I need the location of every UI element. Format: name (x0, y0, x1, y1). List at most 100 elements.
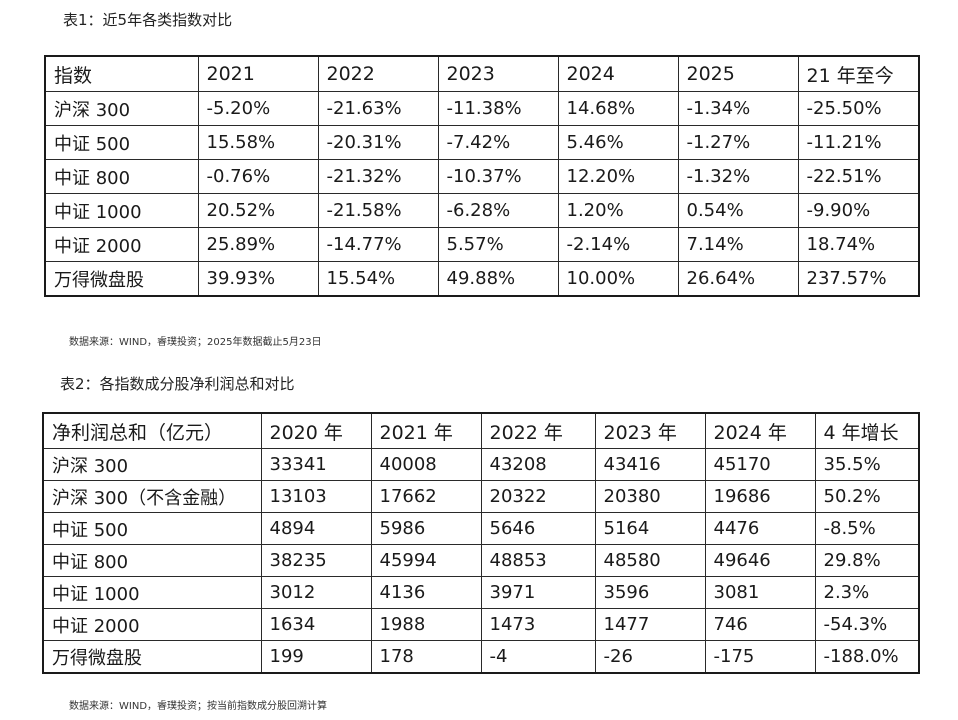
table-cell: 1988 (370, 608, 482, 641)
table-cell: 20322 (480, 480, 596, 513)
table-row: 中证 1000 3012 4136 3971 3596 3081 2.3% (42, 576, 920, 609)
column-header: 2023 (437, 55, 559, 92)
table-cell: 29.8% (814, 544, 920, 577)
table-cell: 20380 (594, 480, 706, 513)
row-label-cell: 沪深 300 (42, 448, 262, 481)
column-header: 2024 年 (704, 412, 816, 449)
row-label-cell: 中证 1000 (42, 576, 262, 609)
table-cell: -7.42% (437, 125, 559, 160)
table-cell: 4136 (370, 576, 482, 609)
table-cell: -4 (480, 640, 596, 674)
table-cell: 14.68% (557, 91, 679, 126)
table-cell: 33341 (260, 448, 372, 481)
table-cell: -20.31% (317, 125, 439, 160)
table-row: 万得微盘股 199 178 -4 -26 -175 -188.0% (42, 640, 920, 674)
column-header: 指数 (44, 55, 199, 92)
table-cell: 39.93% (197, 261, 319, 297)
table-row: 沪深 300 33341 40008 43208 43416 45170 35.5% (42, 448, 920, 481)
table-cell: 50.2% (814, 480, 920, 513)
table-cell: 45170 (704, 448, 816, 481)
table-row: 中证 800 38235 45994 48853 48580 49646 29.8% (42, 544, 920, 577)
table2-source-note: 数据来源：WIND，睿璞投资；按当前指数成分股回溯计算 (69, 701, 328, 712)
table-row: 中证 2000 1634 1988 1473 1477 746 -54.3% (42, 608, 920, 641)
row-label-cell: 沪深 300（不含金融） (42, 480, 262, 513)
table-cell: 12.20% (557, 159, 679, 194)
table-cell: 237.57% (797, 261, 920, 297)
table-row: 沪深 300 -5.20% -21.63% -11.38% 14.68% -1.34% -2… (44, 91, 920, 126)
column-header: 2020 年 (260, 412, 372, 449)
row-label-cell: 万得微盘股 (42, 640, 262, 674)
table-cell: -175 (704, 640, 816, 674)
table-cell: 25.89% (197, 227, 319, 262)
table-cell: 26.64% (677, 261, 799, 297)
table-cell: 15.54% (317, 261, 439, 297)
table-cell: 49.88% (437, 261, 559, 297)
table-cell: 178 (370, 640, 482, 674)
table-cell: 5.46% (557, 125, 679, 160)
table-row: 中证 1000 20.52% -21.58% -6.28% 1.20% 0.54% -9.9… (44, 193, 920, 228)
table-cell: 3971 (480, 576, 596, 609)
table-header-row: 指数 2021 2022 2023 2024 2025 21 年至今 (44, 55, 920, 92)
table-cell: 5164 (594, 512, 706, 545)
table-cell: 3596 (594, 576, 706, 609)
row-label-cell: 中证 2000 (44, 227, 199, 262)
table-cell: -10.37% (437, 159, 559, 194)
table-cell: -5.20% (197, 91, 319, 126)
table-cell: 2.3% (814, 576, 920, 609)
table-cell: 20.52% (197, 193, 319, 228)
table-cell: -6.28% (437, 193, 559, 228)
table-row: 中证 500 15.58% -20.31% -7.42% 5.46% -1.27% -11.… (44, 125, 920, 160)
table-row: 万得微盘股 39.93% 15.54% 49.88% 10.00% 26.64% 237.5… (44, 261, 920, 297)
column-header: 2022 (317, 55, 439, 92)
table-cell: 13103 (260, 480, 372, 513)
table-cell: 4476 (704, 512, 816, 545)
table-cell: -9.90% (797, 193, 920, 228)
table-cell: 7.14% (677, 227, 799, 262)
table-cell: -188.0% (814, 640, 920, 674)
table-cell: -1.32% (677, 159, 799, 194)
table-cell: -25.50% (797, 91, 920, 126)
table-cell: 3012 (260, 576, 372, 609)
column-header: 2023 年 (594, 412, 706, 449)
table-cell: -14.77% (317, 227, 439, 262)
column-header: 净利润总和（亿元） (42, 412, 262, 449)
table-cell: 45994 (370, 544, 482, 577)
table-cell: 199 (260, 640, 372, 674)
table-cell: -2.14% (557, 227, 679, 262)
table-cell: -0.76% (197, 159, 319, 194)
table-cell: 48853 (480, 544, 596, 577)
table-cell: 5986 (370, 512, 482, 545)
table-cell: -26 (594, 640, 706, 674)
table1-source-note: 数据来源：WIND，睿璞投资；2025年数据截止5月23日 (69, 337, 322, 348)
table-cell: 10.00% (557, 261, 679, 297)
column-header: 2024 (557, 55, 679, 92)
table-cell: 43208 (480, 448, 596, 481)
column-header: 4 年增长 (814, 412, 920, 449)
table-cell: -1.27% (677, 125, 799, 160)
table-cell: 5646 (480, 512, 596, 545)
table-cell: 4894 (260, 512, 372, 545)
column-header: 21 年至今 (797, 55, 920, 92)
row-label-cell: 中证 1000 (44, 193, 199, 228)
table-cell: 17662 (370, 480, 482, 513)
row-label-cell: 中证 800 (44, 159, 199, 194)
table-cell: 48580 (594, 544, 706, 577)
table-cell: -54.3% (814, 608, 920, 641)
table-cell: 15.58% (197, 125, 319, 160)
table-cell: 38235 (260, 544, 372, 577)
row-label-cell: 中证 500 (44, 125, 199, 160)
table-cell: 40008 (370, 448, 482, 481)
table-row: 中证 500 4894 5986 5646 5164 4476 -8.5% (42, 512, 920, 545)
table-row: 中证 2000 25.89% -14.77% 5.57% -2.14% 7.14% 18.7… (44, 227, 920, 262)
table-cell: 0.54% (677, 193, 799, 228)
column-header: 2025 (677, 55, 799, 92)
row-label-cell: 中证 500 (42, 512, 262, 545)
table-cell: -21.58% (317, 193, 439, 228)
table-cell: 1473 (480, 608, 596, 641)
table-cell: 1634 (260, 608, 372, 641)
table-cell: 5.57% (437, 227, 559, 262)
column-header: 2021 年 (370, 412, 482, 449)
table2-title: 表2：各指数成分股净利润总和对比 (60, 375, 295, 393)
column-header: 2021 (197, 55, 319, 92)
